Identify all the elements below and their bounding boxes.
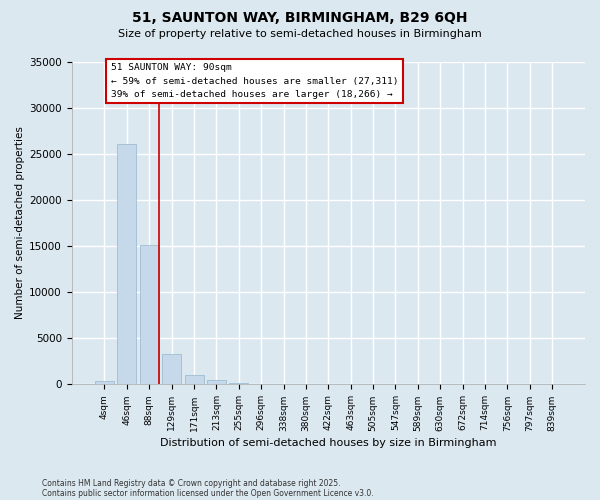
Bar: [185, 375, 203, 384]
Bar: [207, 380, 226, 384]
Bar: [118, 144, 136, 384]
Text: 51, SAUNTON WAY, BIRMINGHAM, B29 6QH: 51, SAUNTON WAY, BIRMINGHAM, B29 6QH: [132, 11, 468, 25]
Text: 51 SAUNTON WAY: 90sqm
← 59% of semi-detached houses are smaller (27,311)
39% of : 51 SAUNTON WAY: 90sqm ← 59% of semi-deta…: [111, 64, 399, 98]
Bar: [229, 383, 248, 384]
Text: Contains HM Land Registry data © Crown copyright and database right 2025.
Contai: Contains HM Land Registry data © Crown c…: [42, 478, 374, 498]
Text: Size of property relative to semi-detached houses in Birmingham: Size of property relative to semi-detach…: [118, 29, 482, 39]
Y-axis label: Number of semi-detached properties: Number of semi-detached properties: [15, 126, 25, 320]
Bar: [95, 381, 114, 384]
Bar: [140, 245, 159, 384]
X-axis label: Distribution of semi-detached houses by size in Birmingham: Distribution of semi-detached houses by …: [160, 438, 497, 448]
Bar: [162, 354, 181, 384]
